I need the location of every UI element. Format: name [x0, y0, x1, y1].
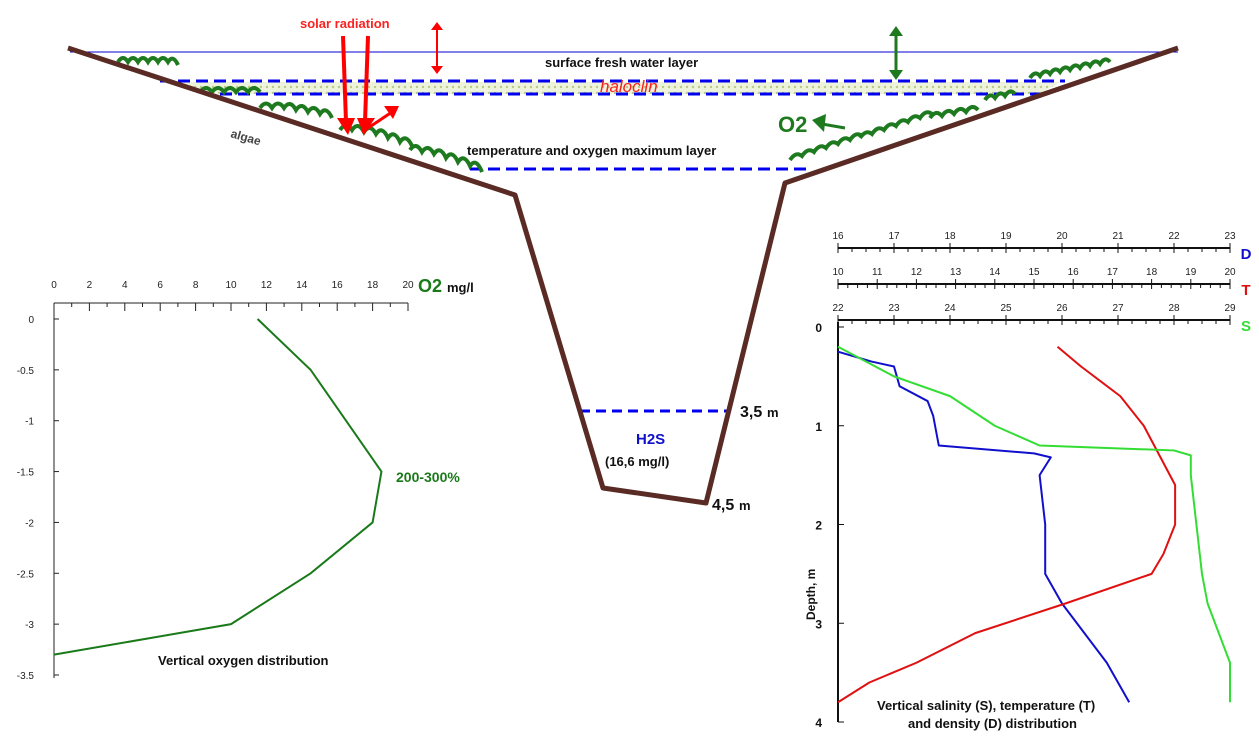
- surface-layer-label: surface fresh water layer: [545, 55, 698, 70]
- depth-3-5-unit: m: [767, 405, 779, 420]
- oxygen-y-tick-label: -2.5: [17, 569, 35, 580]
- std-axis-tick-label: 29: [1224, 303, 1236, 314]
- std-depth-tick-label: 2: [815, 519, 822, 533]
- std-axis-letter-temperature: T: [1241, 282, 1250, 299]
- std-series: [837, 345, 1231, 704]
- std-depth-label: Depth, m: [804, 569, 818, 620]
- std-series-salinity: [837, 345, 1231, 703]
- oxygen-axis-unit: mg/l: [447, 280, 474, 295]
- depth-3-5-label: 3,5: [740, 404, 762, 421]
- oxygen-x-ticks: 0 2 4 6 8 10 12 14 16 18 20: [51, 280, 414, 311]
- algae-left: [116, 56, 484, 173]
- solar-radiation-label: solar radiation: [300, 16, 390, 31]
- oxygen-chart: 0 2 4 6 8 10 12 14 16 18 20 0 -0.5 -1 -1.5 -2 -2.5 -3 -3.…: [17, 276, 474, 682]
- depth-4-5-label: 4,5: [712, 497, 734, 514]
- basin-profile: [67, 45, 1179, 506]
- std-axis-tick-label: 23: [1224, 231, 1236, 242]
- std-axis-tick-label: 26: [1056, 303, 1068, 314]
- std-axis-tick-label: 20: [1224, 267, 1236, 278]
- oxygen-y-tick-label: -1: [25, 417, 34, 428]
- std-axis-tick-label: 22: [1168, 231, 1180, 242]
- std-axis-tick-label: 13: [950, 267, 962, 278]
- oxygen-x-tick-label: 6: [157, 280, 163, 291]
- std-title-line-1: Vertical salinity (S), temperature (T): [877, 698, 1095, 713]
- std-axis-tick-label: 22: [832, 303, 844, 314]
- oxygen-y-tick-label: 0: [28, 315, 34, 326]
- oxygen-series-line: [53, 318, 383, 656]
- std-axis-tick-label: 25: [1000, 303, 1012, 314]
- std-axis-tick-label: 17: [1107, 267, 1119, 278]
- halocline-label: haloclin: [600, 77, 658, 96]
- surface-layer-green-arrow: [889, 26, 903, 80]
- oxygen-annotation: 200-300%: [396, 469, 460, 485]
- oxygen-y-ticks: 0 -0.5 -1 -1.5 -2 -2.5 -3 -3.5: [17, 315, 59, 682]
- std-depth-ticks: 0 1 2 3 4: [815, 321, 844, 730]
- std-axis-tick-label: 21: [1112, 231, 1124, 242]
- solar-radiation-arrows: [337, 35, 399, 135]
- o2-release-label: O2: [778, 112, 807, 137]
- std-axis-tick-label: 18: [1146, 267, 1158, 278]
- oxygen-x-tick-label: 20: [402, 280, 414, 291]
- std-depth-tick-label: 4: [815, 716, 822, 730]
- oxygen-y-tick-label: -1.5: [17, 468, 35, 479]
- std-axis-tick-label: 17: [888, 231, 900, 242]
- std-depth-tick-label: 0: [815, 321, 822, 335]
- oxygen-x-tick-label: 14: [296, 280, 308, 291]
- std-axis-tick-label: 19: [1000, 231, 1012, 242]
- std-axis-tick-label: 24: [944, 303, 956, 314]
- algae-right: [788, 57, 1112, 162]
- std-depth-tick-label: 3: [815, 617, 822, 631]
- std-axis-tick-label: 23: [888, 303, 900, 314]
- oxygen-axis-symbol: O2: [418, 276, 442, 296]
- oxygen-y-tick-label: -2: [25, 518, 34, 529]
- oxygen-x-tick-label: 12: [261, 280, 273, 291]
- oxygen-release-arrow: [812, 114, 846, 132]
- std-series-temperature: [837, 345, 1177, 704]
- oxygen-y-tick-label: -3.5: [17, 671, 35, 682]
- oxygen-x-tick-label: 8: [193, 280, 199, 291]
- halocline-band: [160, 82, 1060, 94]
- oxygen-chart-title: Vertical oxygen distribution: [158, 653, 329, 668]
- std-axis-tick-label: 16: [1068, 267, 1080, 278]
- oxygen-x-tick-label: 10: [225, 280, 237, 291]
- std-depth-tick-label: 1: [815, 420, 822, 434]
- std-axis-tick-label: 16: [832, 231, 844, 242]
- h2s-label: H2S: [636, 431, 665, 448]
- std-top-axes: 16 17 18 19 20 21 22 23 D 10 11 12 13 14 15 16 17 18 19 20 T…: [832, 231, 1251, 335]
- surface-layer-red-arrow: [431, 22, 443, 74]
- basin-cross-section: solar radiation surface fresh water laye…: [67, 16, 1179, 514]
- oxygen-x-tick-label: 18: [367, 280, 379, 291]
- temp-oxygen-label: temperature and oxygen maximum layer: [467, 143, 716, 158]
- std-axis-letter-density: D: [1241, 246, 1252, 263]
- h2s-concentration: (16,6 mg/l): [605, 454, 669, 469]
- oxygen-x-tick-label: 4: [122, 280, 128, 291]
- std-axis-tick-label: 12: [911, 267, 923, 278]
- depth-4-5-unit: m: [739, 498, 751, 513]
- std-axis-tick-label: 14: [989, 267, 1001, 278]
- algae-label: algae: [229, 126, 263, 148]
- std-axis-tick-label: 20: [1056, 231, 1068, 242]
- std-axis-tick-label: 19: [1185, 267, 1197, 278]
- std-axis-tick-label: 28: [1168, 303, 1180, 314]
- std-axis-tick-label: 11: [872, 267, 883, 278]
- std-title-line-2: and density (D) distribution: [908, 716, 1077, 731]
- std-axis-tick-label: 10: [832, 267, 844, 278]
- std-series-density: [837, 350, 1131, 703]
- std-axis-letter-salinity: S: [1241, 318, 1251, 335]
- oxygen-x-tick-label: 16: [332, 280, 344, 291]
- oxygen-x-tick-label: 0: [51, 280, 57, 291]
- std-axis-tick-label: 27: [1112, 303, 1124, 314]
- oxygen-y-tick-label: -3: [25, 620, 34, 631]
- oxygen-x-tick-label: 2: [87, 280, 93, 291]
- std-axis-tick-label: 15: [1028, 267, 1040, 278]
- std-axis-tick-label: 18: [944, 231, 956, 242]
- oxygen-y-tick-label: -0.5: [17, 366, 35, 377]
